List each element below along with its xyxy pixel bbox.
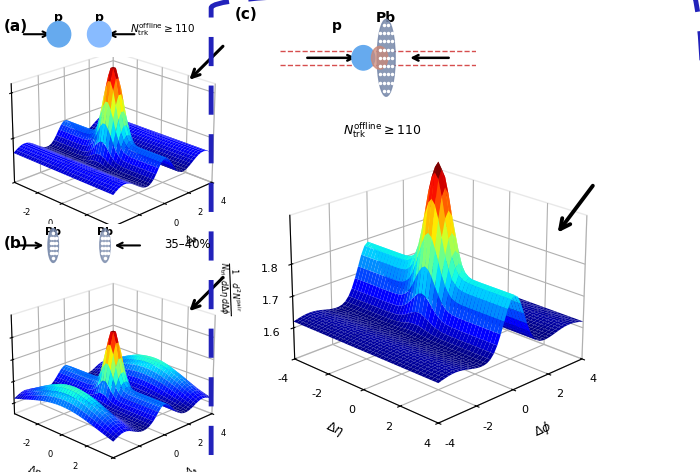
Text: Pb: Pb	[46, 227, 61, 236]
Circle shape	[352, 46, 375, 70]
Circle shape	[88, 22, 111, 47]
Text: p: p	[95, 11, 104, 24]
Text: Pb: Pb	[376, 11, 396, 25]
Ellipse shape	[48, 228, 58, 262]
Circle shape	[47, 22, 71, 47]
Ellipse shape	[377, 19, 395, 96]
Y-axis label: $\Delta\eta$: $\Delta\eta$	[323, 419, 346, 441]
Ellipse shape	[99, 228, 111, 262]
Text: p: p	[332, 19, 342, 34]
Text: (c): (c)	[234, 7, 258, 22]
Y-axis label: $\Delta\eta$: $\Delta\eta$	[25, 231, 44, 250]
Text: p: p	[55, 11, 63, 24]
Text: (a): (a)	[4, 19, 27, 34]
Text: $N_{\rm trk}^{\rm offline} \geq 110$: $N_{\rm trk}^{\rm offline} \geq 110$	[130, 21, 195, 38]
Text: (b): (b)	[4, 236, 28, 251]
Text: Pb: Pb	[97, 227, 113, 236]
Y-axis label: $\Delta\eta$: $\Delta\eta$	[25, 462, 44, 472]
X-axis label: $\Delta_\phi$: $\Delta_\phi$	[183, 231, 200, 249]
Text: 35–40%: 35–40%	[164, 238, 211, 252]
Text: $N_{\rm trk}^{\rm offline} \geq 110$: $N_{\rm trk}^{\rm offline} \geq 110$	[343, 120, 421, 140]
X-axis label: $\Delta\phi$: $\Delta\phi$	[531, 418, 554, 441]
X-axis label: $\Delta_\phi$: $\Delta_\phi$	[183, 462, 200, 472]
Ellipse shape	[372, 46, 388, 69]
